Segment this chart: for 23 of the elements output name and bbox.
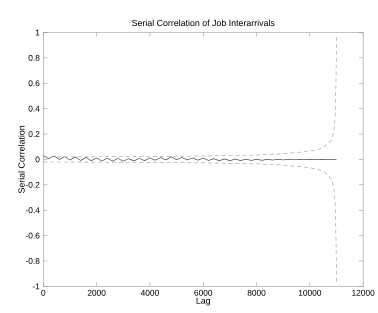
y-tick-label: -1	[32, 284, 40, 290]
y-tick-label: 0.4	[28, 106, 40, 112]
y-tick-label: -0.4	[26, 207, 40, 214]
x-tick-label: 8000	[248, 290, 266, 296]
y-tick-label: -0.6	[26, 232, 40, 239]
line-series	[43, 162, 337, 283]
y-tick-label: -0.2	[26, 182, 40, 188]
y-tick-label: 0	[36, 156, 40, 162]
y-tick-label: 0.8	[28, 54, 40, 61]
y-tick-label: 0.2	[28, 131, 40, 137]
chart-title: Serial Correlation of Job Interarrivals	[132, 20, 274, 26]
x-tick-label: 12000	[352, 290, 374, 296]
y-tick-label: 0.6	[28, 80, 40, 86]
y-axis-title: Serial Correlation	[18, 126, 25, 194]
x-tick-label: 10000	[298, 290, 322, 296]
x-tick-label: 2000	[88, 290, 106, 296]
y-tick-label: 1	[36, 30, 40, 36]
y-tick-label: -0.8	[26, 258, 40, 264]
x-tick-label: 4000	[140, 290, 159, 296]
x-tick-label: 0	[41, 290, 46, 296]
x-tick-label: 6000	[194, 290, 212, 296]
line-series	[43, 36, 337, 158]
x-axis-title: Lag	[196, 298, 210, 306]
